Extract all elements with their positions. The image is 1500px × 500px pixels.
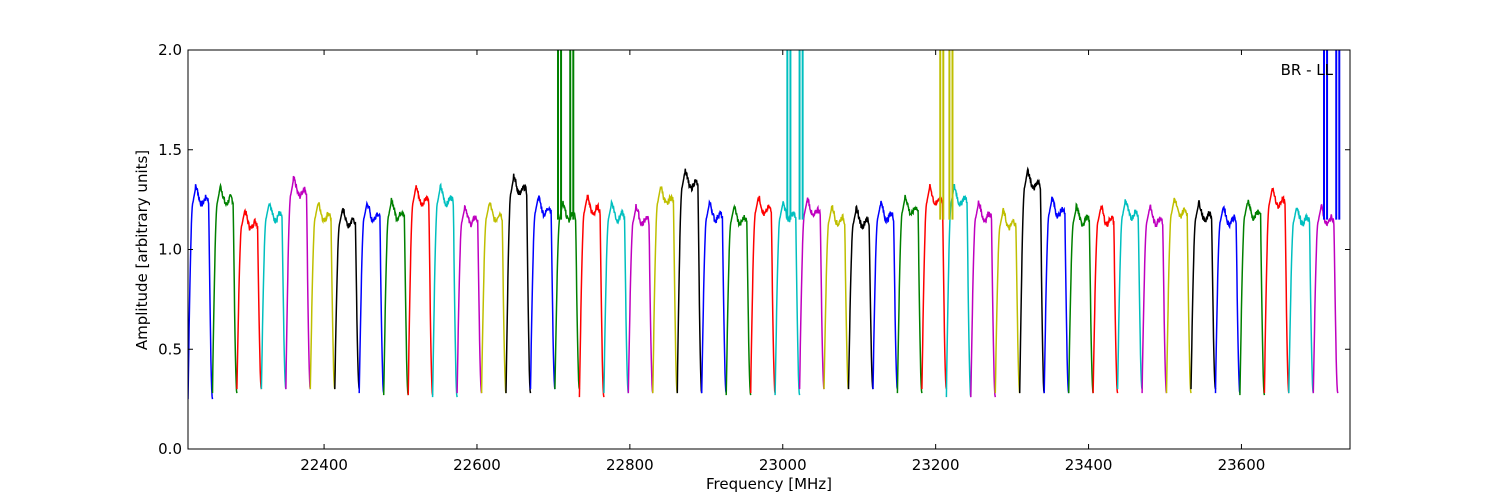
channel-series-line: [847, 204, 874, 390]
y-tick-label: 0.5: [158, 340, 182, 358]
series-layer: [188, 50, 1341, 400]
channel-series-line: [431, 182, 458, 398]
channel-series-line: [945, 183, 972, 398]
channel-series-line: [456, 204, 483, 394]
channel-series-line: [334, 207, 360, 390]
channel-series-line: [1043, 196, 1070, 394]
channel-series-line: [823, 205, 850, 390]
channel-series-line: [798, 197, 825, 390]
channel-series-line: [896, 194, 923, 394]
x-axis-label: Frequency [MHz]: [706, 475, 832, 493]
channel-series-line: [1214, 205, 1241, 394]
channel-series-line: [236, 208, 263, 390]
channel-series-line: [578, 194, 605, 398]
y-axis-label: Amplitude [arbitrary units]: [133, 150, 151, 350]
channel-series-line: [1092, 204, 1119, 394]
channel-series-line: [1018, 166, 1045, 394]
channel-series-line: [285, 175, 312, 390]
channel-series-line: [505, 173, 532, 394]
channel-series-line: [603, 198, 630, 394]
y-tick-label: 1.0: [158, 241, 182, 259]
x-tick-label: 23000: [759, 456, 807, 474]
channel-series-line: [358, 200, 385, 394]
channel-series-line: [1067, 202, 1094, 394]
x-tick-label: 23600: [1218, 456, 1266, 474]
plot-background: [188, 50, 1350, 449]
channel-series-line: [1263, 187, 1290, 394]
channel-series-line: [529, 195, 556, 390]
channel-series-line: [1190, 200, 1217, 390]
channel-series-line: [1288, 207, 1315, 394]
channel-series-line: [676, 168, 703, 394]
y-tick-label: 0.0: [158, 440, 182, 458]
channel-series-line: [1239, 199, 1266, 396]
x-tick-label: 22600: [453, 456, 501, 474]
channel-series-line: [1165, 197, 1192, 394]
channel-series-line: [554, 200, 581, 390]
channel-series-line: [1116, 199, 1143, 390]
channel-series-line: [725, 203, 752, 396]
x-tick-label: 23200: [912, 456, 960, 474]
plot-frame: [187, 49, 1351, 450]
channel-series-line: [260, 202, 287, 390]
y-tick-label: 2.0: [158, 41, 182, 59]
x-tick-label: 22800: [606, 456, 654, 474]
channel-series-line: [309, 202, 336, 390]
channel-series-line: [1312, 203, 1339, 394]
channel-series-line: [1141, 204, 1168, 394]
channel-series-line: [652, 186, 679, 394]
y-tick-label: 1.5: [158, 141, 182, 159]
channel-series-line: [749, 195, 776, 394]
x-tick-label: 23400: [1065, 456, 1113, 474]
channel-series-line: [970, 200, 997, 398]
channel-series-line: [188, 184, 214, 400]
channel-series-line: [382, 197, 409, 396]
channel-series-line: [211, 182, 238, 394]
channel-series-line: [480, 202, 507, 394]
annotation-label: BR - LL: [1281, 61, 1334, 79]
tick-layer: 22400 22600 22800 23000 23200 23400 23600 0.0 0.…: [158, 41, 1350, 474]
channel-series-line: [994, 207, 1021, 394]
channel-series-line: [872, 200, 899, 390]
channel-series-line: [627, 204, 654, 394]
x-tick-label: 22400: [300, 456, 348, 474]
channel-series-line: [407, 185, 434, 396]
channel-series-line: [700, 199, 727, 394]
